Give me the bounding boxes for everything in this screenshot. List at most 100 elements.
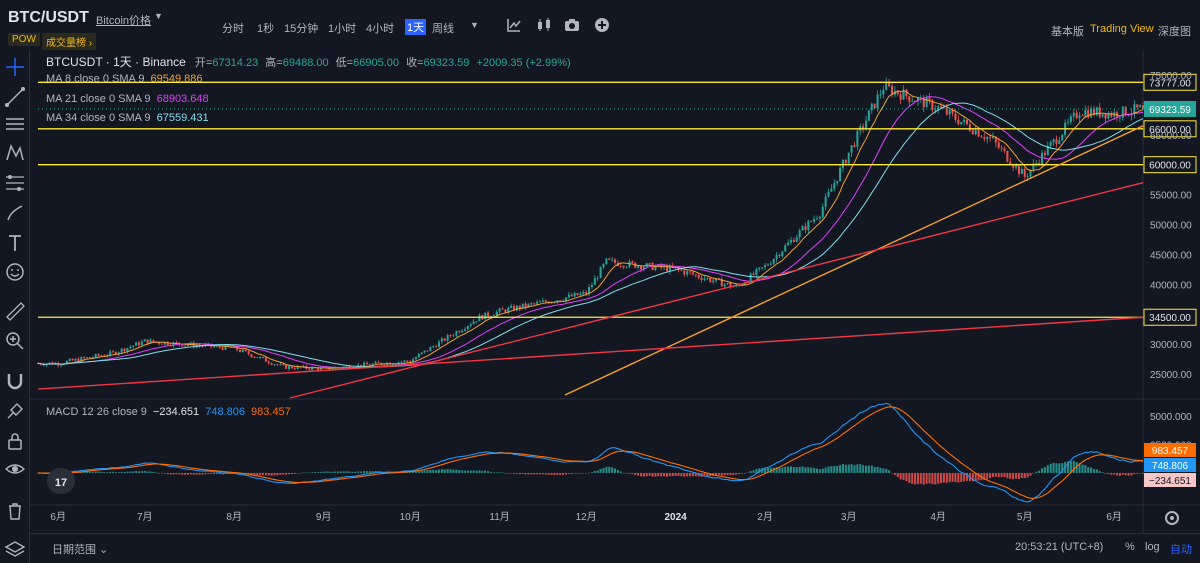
percent-toggle[interactable]: %	[1125, 541, 1135, 553]
candle-body	[766, 264, 769, 266]
text-icon[interactable]	[4, 232, 26, 254]
macd-histogram-bar	[625, 472, 628, 474]
candle-body	[504, 309, 507, 313]
indicator-icon[interactable]	[506, 17, 522, 33]
add-icon[interactable]	[594, 17, 610, 33]
settings-gear-icon	[1165, 511, 1179, 525]
ruler-icon[interactable]	[4, 300, 26, 322]
timeframe-1h[interactable]: 1小时	[328, 23, 357, 35]
candle-body	[792, 239, 795, 242]
brush-icon[interactable]	[4, 202, 26, 224]
ma34-legend[interactable]: MA 34 close 0 SMA 9 67559.431	[46, 112, 209, 124]
macd-histogram-bar	[914, 472, 917, 485]
emoji-icon[interactable]	[4, 261, 26, 283]
auto-toggle[interactable]: 自动	[1170, 544, 1192, 556]
eye-icon[interactable]	[4, 458, 26, 480]
candle-body	[262, 357, 265, 358]
date-range-dropdown[interactable]: 日期范围 ⌄	[52, 544, 109, 556]
candle-body	[68, 358, 71, 361]
macd-histogram-bar	[163, 472, 166, 474]
macd-histogram-bar	[994, 472, 997, 477]
candle-body	[137, 342, 140, 346]
timeframe-1s[interactable]: 1秒	[257, 23, 275, 35]
macd-histogram-bar	[1049, 463, 1052, 473]
macd-histogram-bar	[746, 472, 749, 474]
candle-body	[726, 283, 729, 285]
horizontal-lines-icon[interactable]	[4, 114, 26, 136]
trash-icon[interactable]	[4, 500, 26, 522]
clock[interactable]: 20:53:21 (UTC+8)	[1015, 541, 1104, 553]
macd-histogram-bar	[720, 472, 723, 476]
candle-body	[435, 346, 438, 348]
macd-histogram-bar	[155, 472, 158, 474]
candle-body	[181, 344, 184, 347]
macd-histogram-bar	[187, 472, 190, 475]
tag-pow[interactable]: POW	[8, 33, 40, 46]
candle-body	[723, 284, 726, 287]
camera-icon[interactable]	[564, 17, 580, 33]
candle-body	[1075, 112, 1078, 118]
timeframe-tick[interactable]: 分时	[222, 23, 244, 35]
timeframe-1d[interactable]: 1天	[405, 19, 427, 35]
pair-subtitle-link[interactable]: Bitcoin价格	[96, 15, 152, 27]
macd-histogram-bar	[515, 472, 518, 474]
macd-histogram-bar	[530, 472, 533, 475]
time-tick: 9月	[316, 511, 332, 523]
macd-histogram-bar	[489, 471, 492, 473]
macd-histogram-bar	[120, 471, 123, 473]
lock-drawing-icon[interactable]	[4, 400, 26, 422]
timeframe-1w[interactable]: 周线	[432, 23, 454, 35]
pattern-icon[interactable]	[4, 142, 26, 164]
macd-histogram-bar	[189, 472, 192, 475]
candle-body	[787, 242, 790, 246]
layers-icon[interactable]	[4, 538, 26, 560]
candle-body	[963, 119, 966, 122]
macd-histogram-bar	[1058, 463, 1061, 473]
timeframe-4h[interactable]: 4小时	[366, 23, 395, 35]
chevron-down-icon[interactable]: ▼	[154, 11, 163, 21]
view-tradingview[interactable]: Trading View	[1090, 23, 1154, 35]
candle-body	[149, 339, 152, 344]
candle-body	[443, 338, 446, 341]
magnet-icon[interactable]	[4, 370, 26, 392]
view-basic[interactable]: 基本版	[1051, 26, 1084, 38]
ma21-legend[interactable]: MA 21 close 0 SMA 9 68903.648	[46, 93, 209, 105]
candle-body	[986, 137, 989, 140]
macd-histogram-bar	[1092, 469, 1095, 473]
candle-body	[383, 364, 386, 366]
macd-histogram-bar	[109, 471, 112, 473]
view-depth[interactable]: 深度图	[1158, 26, 1191, 38]
candle-body	[129, 346, 132, 348]
macd-histogram-bar	[1046, 465, 1049, 473]
macd-histogram-bar	[726, 472, 729, 475]
pair-title[interactable]: BTC/USDT	[8, 9, 89, 26]
lock-icon[interactable]	[4, 430, 26, 452]
timeframe-15m[interactable]: 15分钟	[284, 23, 319, 35]
price-tick: 75000.00	[1150, 71, 1192, 82]
trendline-icon[interactable]	[4, 86, 26, 108]
fib-icon[interactable]	[4, 172, 26, 194]
macd-histogram-bar	[686, 472, 689, 477]
macd-histogram-bar	[608, 466, 611, 473]
candle-body	[1043, 152, 1046, 156]
candle-body	[533, 303, 536, 305]
candle-body	[498, 308, 501, 312]
ma8-legend[interactable]: MA 8 close 0 SMA 9 69549.886	[46, 73, 203, 85]
macd-histogram-bar	[322, 471, 325, 473]
zoom-in-icon[interactable]	[4, 330, 26, 352]
log-toggle[interactable]: log	[1145, 541, 1160, 553]
macd-legend[interactable]: MACD 12 26 close 9 −234.651 748.806 983.…	[46, 406, 291, 418]
tag-rank-link[interactable]: 成交量榜 ›	[42, 33, 97, 50]
crosshair-icon[interactable]	[4, 56, 26, 78]
candle-body	[1046, 145, 1049, 156]
close-value: 69323.59	[423, 57, 470, 69]
candle-style-icon[interactable]	[536, 17, 552, 33]
candle-body	[1006, 151, 1009, 162]
chevron-down-icon[interactable]: ▼	[470, 20, 479, 30]
candle-body	[345, 365, 348, 367]
macd-histogram-bar	[870, 465, 873, 473]
macd-badge-label: −234.651	[1149, 476, 1191, 487]
macd-histogram-bar	[781, 467, 784, 473]
macd-histogram-bar	[316, 472, 319, 473]
